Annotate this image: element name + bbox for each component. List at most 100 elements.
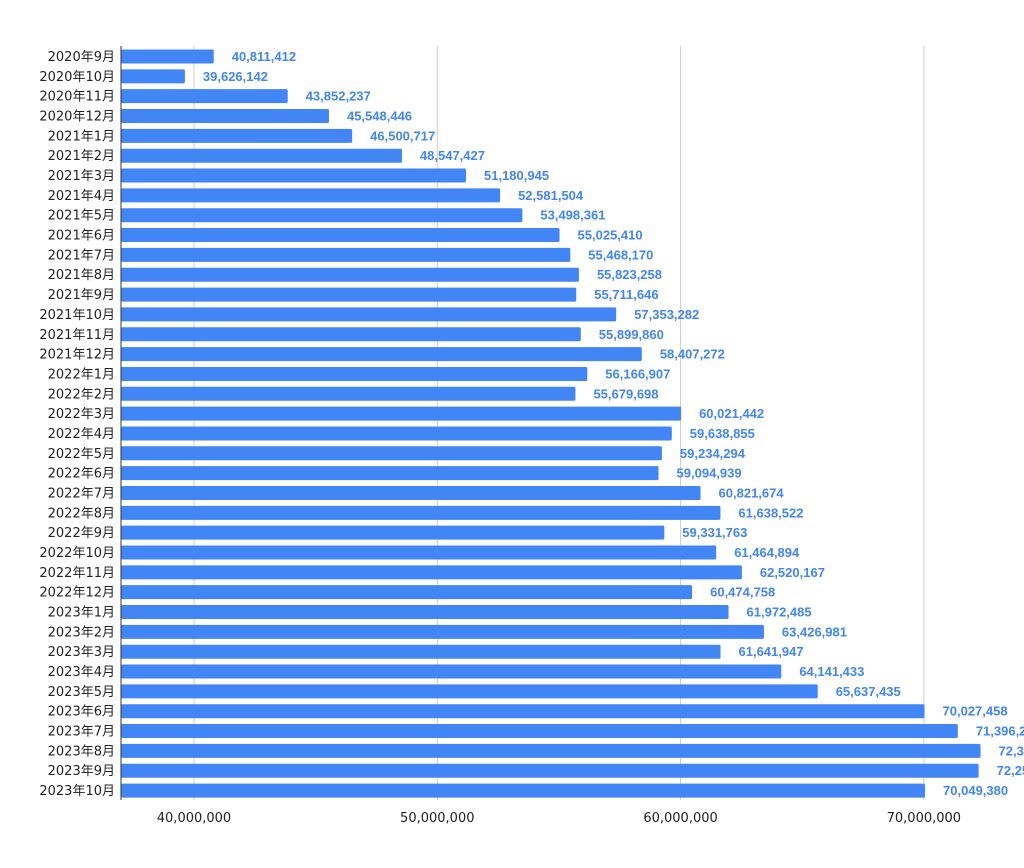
- category-label: 2020年11月: [39, 90, 115, 105]
- data-label: 61,641,947: [739, 644, 804, 659]
- data-label: 59,638,855: [690, 426, 755, 441]
- category-label: 2023年10月: [39, 784, 115, 799]
- bar: [121, 585, 693, 600]
- data-label: 70,027,458: [943, 704, 1008, 719]
- data-label: 43,852,237: [306, 89, 371, 104]
- bar: [121, 247, 571, 262]
- bar: [121, 89, 288, 104]
- bar: [121, 664, 782, 679]
- bar: [121, 505, 721, 520]
- bars: [121, 49, 981, 798]
- data-label: 72,252,193: [997, 763, 1024, 778]
- bar: [121, 347, 642, 362]
- data-label: 58,407,272: [660, 347, 725, 362]
- data-label: 60,021,442: [699, 406, 764, 421]
- bar: [121, 406, 682, 421]
- data-label: 61,464,894: [734, 545, 800, 560]
- category-label: 2021年8月: [48, 268, 115, 283]
- bar: [121, 724, 958, 739]
- bar: [121, 228, 560, 243]
- data-label: 39,626,142: [203, 69, 268, 84]
- bar: [121, 545, 717, 560]
- x-tick-label: 40,000,000: [157, 811, 231, 826]
- data-label: 55,899,860: [599, 327, 664, 342]
- bar: [121, 307, 617, 322]
- data-label: 60,821,674: [719, 485, 785, 500]
- data-label: 71,396,249: [976, 724, 1024, 739]
- category-label: 2022年9月: [48, 526, 115, 541]
- data-label: 51,180,945: [484, 168, 549, 183]
- category-label: 2023年6月: [48, 705, 115, 720]
- bar: [121, 69, 185, 84]
- category-label: 2021年3月: [48, 169, 115, 184]
- x-tick-label: 70,000,000: [887, 811, 961, 826]
- bar: [121, 485, 701, 500]
- category-label: 2022年8月: [48, 506, 115, 521]
- bar: [121, 565, 742, 580]
- bar: [121, 128, 353, 143]
- x-tick-label: 50,000,000: [400, 811, 474, 826]
- data-label: 59,234,294: [680, 446, 746, 461]
- data-label: 45,548,446: [347, 109, 412, 124]
- category-label: 2021年6月: [48, 229, 115, 244]
- data-label: 62,520,167: [760, 565, 825, 580]
- bar: [121, 446, 662, 461]
- data-label: 48,547,427: [420, 148, 485, 163]
- category-label: 2021年7月: [48, 248, 115, 263]
- category-label: 2021年4月: [48, 189, 115, 204]
- data-label: 40,811,412: [232, 49, 296, 64]
- data-label: 65,637,435: [836, 684, 901, 699]
- x-tick-labels: 40,000,000 50,000,000 60,000,000 70,000,000: [157, 811, 961, 826]
- data-labels: 40,811,412 39,626,142 43,852,237 45,548,446…: [203, 49, 1024, 798]
- category-label: 2022年3月: [48, 407, 115, 422]
- data-label: 59,331,763: [682, 525, 747, 540]
- category-label: 2023年1月: [48, 606, 115, 621]
- category-label: 2023年7月: [48, 725, 115, 740]
- category-label: 2021年1月: [48, 129, 115, 144]
- bar: [121, 605, 729, 620]
- bar: [121, 684, 818, 699]
- data-label: 60,474,758: [710, 585, 775, 600]
- data-label: 70,049,380: [943, 783, 1008, 798]
- bar: [121, 783, 926, 798]
- category-label: 2021年2月: [48, 149, 115, 164]
- data-label: 55,025,410: [578, 228, 643, 243]
- bar: [121, 624, 764, 639]
- bar: [121, 49, 214, 64]
- category-label: 2022年10月: [39, 546, 115, 561]
- bar: [121, 267, 579, 282]
- bar: [121, 763, 979, 778]
- bar: [121, 704, 925, 719]
- bar: [121, 109, 329, 124]
- category-label: 2023年4月: [48, 665, 115, 680]
- category-label: 2023年2月: [48, 625, 115, 640]
- bar: [121, 168, 467, 183]
- category-label: 2022年5月: [48, 447, 115, 462]
- bar: [121, 188, 501, 203]
- data-label: 61,638,522: [738, 505, 803, 520]
- category-label: 2020年9月: [48, 50, 115, 65]
- category-label: 2021年11月: [39, 328, 115, 343]
- category-label: 2020年10月: [39, 70, 115, 85]
- bar: [121, 644, 721, 659]
- category-label: 2021年10月: [39, 308, 115, 323]
- category-label: 2023年5月: [48, 685, 115, 700]
- category-label: 2021年5月: [48, 209, 115, 224]
- bar: [121, 148, 402, 163]
- data-label: 56,166,907: [605, 366, 670, 381]
- bar: [121, 208, 523, 223]
- data-label: 63,426,981: [782, 624, 847, 639]
- category-label: 2023年3月: [48, 645, 115, 660]
- data-label: 55,823,258: [597, 267, 662, 282]
- category-label: 2021年9月: [48, 288, 115, 303]
- category-label: 2022年7月: [48, 486, 115, 501]
- bar: [121, 366, 588, 381]
- bar: [121, 466, 659, 481]
- data-label: 57,353,282: [634, 307, 699, 322]
- data-label: 46,500,717: [370, 128, 435, 143]
- category-label: 2023年8月: [48, 744, 115, 759]
- category-label: 2021年12月: [39, 348, 115, 363]
- data-label: 72,330,919: [999, 743, 1024, 758]
- data-label: 61,972,485: [747, 605, 812, 620]
